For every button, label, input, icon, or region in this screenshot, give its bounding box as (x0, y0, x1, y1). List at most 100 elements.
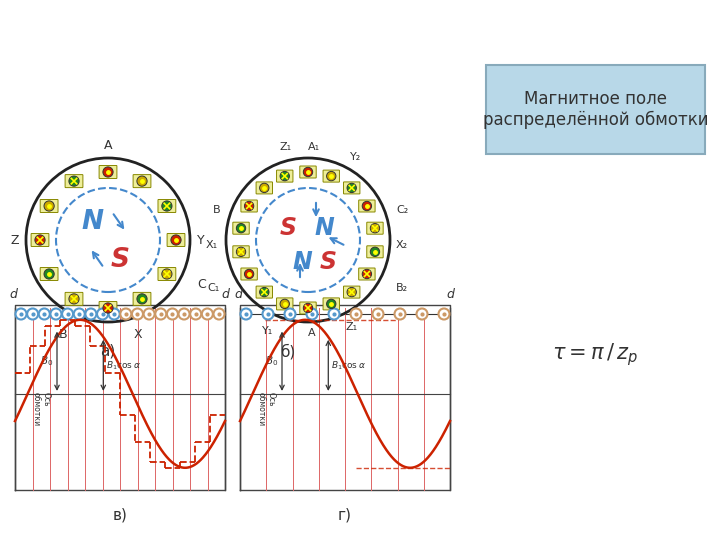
Text: A: A (104, 139, 112, 152)
Circle shape (347, 287, 356, 297)
Circle shape (236, 247, 246, 256)
FancyBboxPatch shape (99, 301, 117, 314)
Circle shape (244, 269, 253, 279)
Text: X₁: X₁ (206, 240, 218, 250)
Circle shape (143, 308, 155, 320)
FancyBboxPatch shape (167, 233, 185, 246)
FancyBboxPatch shape (300, 166, 316, 178)
Circle shape (39, 308, 50, 320)
Text: S: S (320, 250, 336, 274)
FancyBboxPatch shape (31, 233, 49, 246)
Text: $B_0$: $B_0$ (265, 354, 278, 368)
Circle shape (303, 303, 312, 313)
FancyBboxPatch shape (359, 200, 375, 212)
Circle shape (44, 201, 54, 211)
Circle shape (395, 308, 405, 320)
FancyBboxPatch shape (323, 170, 339, 182)
FancyBboxPatch shape (133, 174, 151, 187)
Text: C₁: C₁ (208, 283, 220, 293)
Text: Y: Y (197, 233, 204, 246)
Circle shape (179, 308, 189, 320)
Text: $d$: $d$ (221, 287, 231, 301)
Circle shape (347, 183, 356, 193)
Text: C₂: C₂ (396, 205, 408, 215)
Text: Z₁: Z₁ (280, 142, 292, 152)
Circle shape (370, 247, 379, 256)
FancyBboxPatch shape (366, 246, 383, 258)
Text: в): в) (112, 508, 127, 523)
Text: Магнитное поле
распределённой обмотки: Магнитное поле распределённой обмотки (482, 90, 708, 129)
FancyBboxPatch shape (241, 268, 257, 280)
Circle shape (62, 308, 73, 320)
FancyBboxPatch shape (256, 286, 272, 298)
Circle shape (44, 269, 54, 279)
Circle shape (167, 308, 178, 320)
Circle shape (284, 308, 295, 320)
Text: $B_0$: $B_0$ (40, 354, 53, 368)
FancyBboxPatch shape (359, 268, 375, 280)
Circle shape (156, 308, 166, 320)
Circle shape (327, 171, 336, 181)
Circle shape (202, 308, 213, 320)
FancyBboxPatch shape (158, 267, 176, 280)
Circle shape (69, 176, 79, 186)
Circle shape (69, 294, 79, 304)
Circle shape (162, 269, 172, 279)
FancyBboxPatch shape (486, 65, 705, 154)
Text: Z₁: Z₁ (346, 322, 358, 332)
Circle shape (214, 308, 225, 320)
Text: г): г) (338, 508, 352, 523)
FancyBboxPatch shape (40, 199, 58, 213)
FancyBboxPatch shape (343, 182, 360, 194)
Circle shape (260, 183, 269, 193)
Circle shape (362, 201, 372, 211)
Text: N: N (82, 209, 104, 235)
FancyBboxPatch shape (300, 302, 316, 314)
Text: X: X (134, 328, 143, 341)
Circle shape (73, 308, 85, 320)
Text: A: A (308, 328, 316, 338)
Circle shape (260, 287, 269, 297)
Circle shape (438, 308, 449, 320)
Text: а): а) (100, 344, 116, 359)
Circle shape (244, 201, 253, 211)
Circle shape (240, 308, 251, 320)
Circle shape (137, 176, 147, 186)
FancyBboxPatch shape (40, 267, 58, 280)
FancyBboxPatch shape (65, 292, 83, 306)
Text: $B_1\cos\alpha$: $B_1\cos\alpha$ (331, 359, 366, 372)
FancyBboxPatch shape (241, 200, 257, 212)
Text: $d$: $d$ (234, 287, 244, 301)
FancyBboxPatch shape (256, 182, 272, 194)
Circle shape (362, 269, 372, 279)
Circle shape (132, 308, 143, 320)
Circle shape (162, 201, 172, 211)
FancyBboxPatch shape (158, 199, 176, 213)
FancyBboxPatch shape (233, 246, 249, 258)
Circle shape (370, 224, 379, 233)
Circle shape (27, 308, 38, 320)
Circle shape (103, 167, 113, 177)
FancyBboxPatch shape (276, 170, 293, 182)
Text: $d$: $d$ (9, 287, 19, 301)
Circle shape (35, 235, 45, 245)
Text: Y₂: Y₂ (351, 152, 361, 162)
Text: Ось
обмотки: Ось обмотки (256, 392, 276, 426)
Circle shape (372, 308, 384, 320)
Circle shape (171, 235, 181, 245)
Text: $d$: $d$ (446, 287, 456, 301)
Text: B: B (212, 205, 220, 215)
Circle shape (307, 308, 318, 320)
Circle shape (109, 308, 120, 320)
Circle shape (280, 171, 289, 181)
Text: X₂: X₂ (396, 240, 408, 250)
Circle shape (190, 308, 201, 320)
FancyBboxPatch shape (133, 292, 151, 306)
Circle shape (416, 308, 428, 320)
Text: N: N (314, 216, 334, 240)
Text: A₁: A₁ (308, 142, 320, 152)
FancyBboxPatch shape (323, 298, 339, 310)
FancyBboxPatch shape (276, 298, 293, 310)
Circle shape (137, 294, 147, 304)
FancyBboxPatch shape (366, 222, 383, 234)
